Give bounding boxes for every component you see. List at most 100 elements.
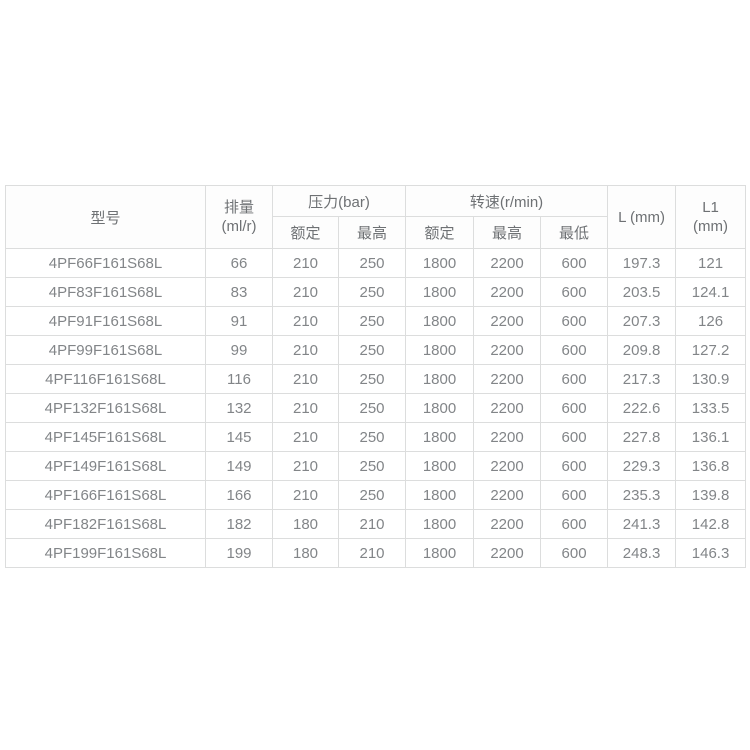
cell-model: 4PF91F161S68L: [5, 306, 206, 336]
cell-speed-rated: 1800: [405, 364, 475, 394]
table-row: 4PF145F161S68L 145 210 250 1800 2200 600…: [5, 422, 747, 452]
cell-speed-min: 600: [540, 451, 609, 481]
cell-speed-max: 2200: [473, 509, 542, 539]
cell-model: 4PF66F161S68L: [5, 248, 206, 278]
cell-speed-min: 600: [540, 509, 609, 539]
header-speed-rated: 额定: [405, 216, 475, 249]
cell-speed-min: 600: [540, 277, 609, 307]
cell-displacement: 116: [205, 364, 273, 394]
cell-pressure-max: 250: [337, 335, 407, 365]
header-pressure-group: 压力(bar): [271, 185, 407, 217]
header-displacement-line1: 排量: [223, 199, 254, 216]
header-model: 型号: [5, 185, 206, 249]
cell-pressure-rated: 180: [272, 509, 339, 539]
cell-length-l: 209.8: [607, 335, 677, 365]
cell-model: 4PF83F161S68L: [5, 277, 206, 307]
cell-speed-rated: 1800: [405, 306, 475, 336]
cell-length-l: 203.5: [607, 277, 677, 307]
header-speed-group: 转速(r/min): [405, 185, 609, 217]
cell-pressure-max: 250: [337, 451, 407, 481]
header-displacement-line2: (ml/r): [221, 218, 257, 235]
cell-pressure-rated: 210: [272, 393, 339, 423]
cell-speed-min: 600: [540, 538, 609, 568]
cell-pressure-rated: 210: [272, 248, 339, 278]
cell-displacement: 83: [205, 277, 273, 307]
cell-displacement: 149: [205, 451, 273, 481]
cell-speed-min: 600: [540, 364, 609, 394]
cell-length-l1: 127.2: [675, 335, 747, 365]
cell-pressure-max: 210: [337, 538, 407, 568]
spec-table-header: 型号 排量 (ml/r) 压力(bar) 转速(r/min) L (mm) L1…: [5, 185, 747, 249]
header-pressure-max: 最高: [337, 216, 407, 249]
cell-pressure-rated: 210: [272, 306, 339, 336]
table-row: 4PF66F161S68L 66 210 250 1800 2200 600 1…: [5, 248, 747, 278]
cell-speed-max: 2200: [473, 451, 542, 481]
table-row: 4PF99F161S68L 99 210 250 1800 2200 600 2…: [5, 335, 747, 365]
cell-length-l: 235.3: [607, 480, 677, 510]
cell-speed-min: 600: [540, 480, 609, 510]
header-speed-max: 最高: [473, 216, 542, 249]
cell-length-l1: 136.1: [675, 422, 747, 452]
spec-table-body: 4PF66F161S68L 66 210 250 1800 2200 600 1…: [5, 248, 747, 568]
cell-speed-min: 600: [540, 393, 609, 423]
header-length-l1: L1 (mm): [675, 185, 747, 249]
cell-pressure-rated: 180: [272, 538, 339, 568]
cell-displacement: 99: [205, 335, 273, 365]
cell-length-l1: 142.8: [675, 509, 747, 539]
cell-speed-max: 2200: [473, 364, 542, 394]
cell-length-l: 222.6: [607, 393, 677, 423]
cell-displacement: 145: [205, 422, 273, 452]
cell-pressure-max: 250: [337, 364, 407, 394]
table-row: 4PF182F161S68L 182 180 210 1800 2200 600…: [5, 509, 747, 539]
cell-model: 4PF149F161S68L: [5, 451, 206, 481]
cell-speed-max: 2200: [473, 248, 542, 278]
cell-speed-rated: 1800: [405, 248, 475, 278]
cell-model: 4PF182F161S68L: [5, 509, 206, 539]
cell-displacement: 91: [205, 306, 273, 336]
cell-speed-max: 2200: [473, 335, 542, 365]
cell-speed-rated: 1800: [405, 393, 475, 423]
cell-length-l1: 139.8: [675, 480, 747, 510]
cell-displacement: 166: [205, 480, 273, 510]
cell-length-l: 207.3: [607, 306, 677, 336]
table-row: 4PF166F161S68L 166 210 250 1800 2200 600…: [5, 480, 747, 510]
cell-displacement: 182: [205, 509, 273, 539]
header-pressure-rated: 额定: [272, 216, 339, 249]
cell-length-l: 229.3: [607, 451, 677, 481]
cell-speed-min: 600: [540, 306, 609, 336]
table-row: 4PF199F161S68L 199 180 210 1800 2200 600…: [5, 538, 747, 568]
cell-speed-rated: 1800: [405, 509, 475, 539]
cell-speed-rated: 1800: [405, 422, 475, 452]
cell-model: 4PF116F161S68L: [5, 364, 206, 394]
cell-pressure-rated: 210: [272, 277, 339, 307]
cell-model: 4PF145F161S68L: [5, 422, 206, 452]
cell-length-l: 248.3: [607, 538, 677, 568]
cell-length-l: 217.3: [607, 364, 677, 394]
cell-speed-max: 2200: [473, 538, 542, 568]
cell-speed-max: 2200: [473, 306, 542, 336]
cell-speed-rated: 1800: [405, 335, 475, 365]
cell-pressure-max: 210: [337, 509, 407, 539]
cell-pressure-max: 250: [337, 393, 407, 423]
cell-speed-rated: 1800: [405, 451, 475, 481]
cell-pressure-rated: 210: [272, 451, 339, 481]
spec-table: 型号 排量 (ml/r) 压力(bar) 转速(r/min) L (mm) L1…: [5, 185, 747, 568]
cell-pressure-max: 250: [337, 306, 407, 336]
cell-speed-max: 2200: [473, 277, 542, 307]
header-length-l1-line1: L1: [702, 199, 719, 216]
cell-length-l1: 133.5: [675, 393, 747, 423]
cell-speed-rated: 1800: [405, 480, 475, 510]
cell-model: 4PF166F161S68L: [5, 480, 206, 510]
cell-pressure-max: 250: [337, 248, 407, 278]
header-length-l1-line2: (mm): [693, 218, 729, 235]
table-row: 4PF149F161S68L 149 210 250 1800 2200 600…: [5, 451, 747, 481]
table-row: 4PF83F161S68L 83 210 250 1800 2200 600 2…: [5, 277, 747, 307]
cell-pressure-max: 250: [337, 277, 407, 307]
cell-length-l1: 126: [675, 306, 747, 336]
header-speed-min: 最低: [540, 216, 609, 249]
cell-speed-min: 600: [540, 335, 609, 365]
cell-length-l: 241.3: [607, 509, 677, 539]
cell-pressure-rated: 210: [272, 364, 339, 394]
cell-length-l: 227.8: [607, 422, 677, 452]
